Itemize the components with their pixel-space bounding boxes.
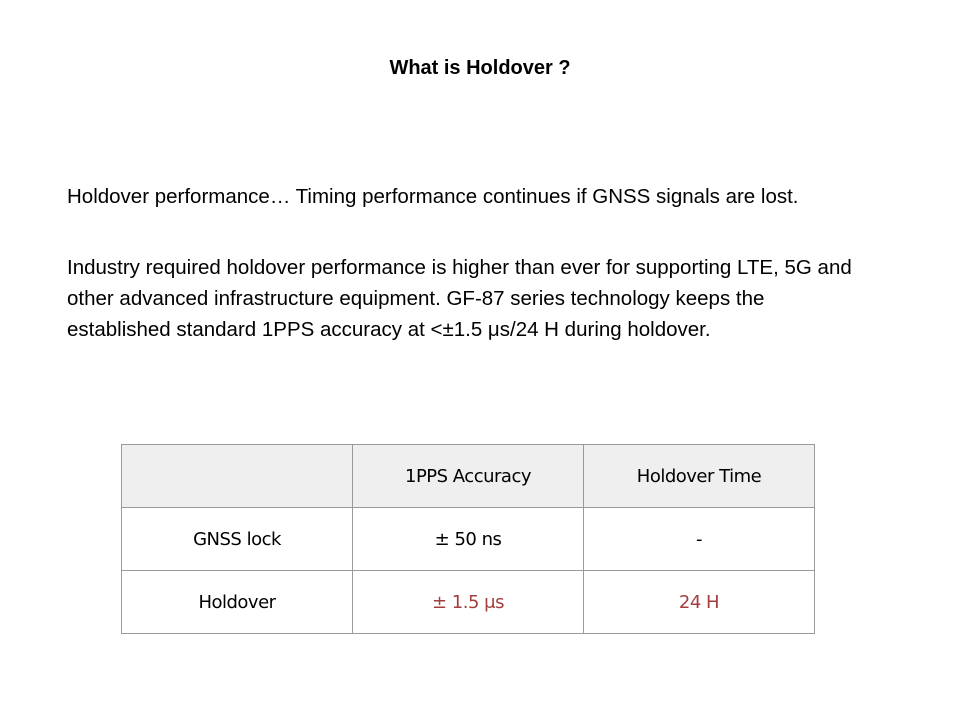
paragraph-intro: Holdover performance… Timing performance…	[67, 185, 799, 208]
table-row: GNSS lock ± 50 ns -	[121, 507, 815, 571]
row-label: GNSS lock	[121, 507, 353, 571]
paragraph-details: Industry required holdover performance i…	[67, 256, 852, 341]
table-row: Holdover ± 1.5 μs 24 H	[121, 570, 815, 634]
header-cell-empty	[121, 444, 353, 508]
slide-title: What is Holdover ?	[389, 57, 571, 79]
header-cell-holdover-time: Holdover Time	[583, 444, 815, 508]
holdover-table: 1PPS Accuracy Holdover Time GNSS lock ± …	[121, 444, 815, 634]
table-header-row: 1PPS Accuracy Holdover Time	[121, 444, 815, 508]
row-label: Holdover	[121, 570, 353, 634]
header-cell-accuracy: 1PPS Accuracy	[352, 444, 584, 508]
holdover-time-cell: -	[583, 507, 815, 571]
accuracy-cell: ± 1.5 μs	[352, 570, 584, 634]
holdover-time-cell: 24 H	[583, 570, 815, 634]
accuracy-cell: ± 50 ns	[352, 507, 584, 571]
